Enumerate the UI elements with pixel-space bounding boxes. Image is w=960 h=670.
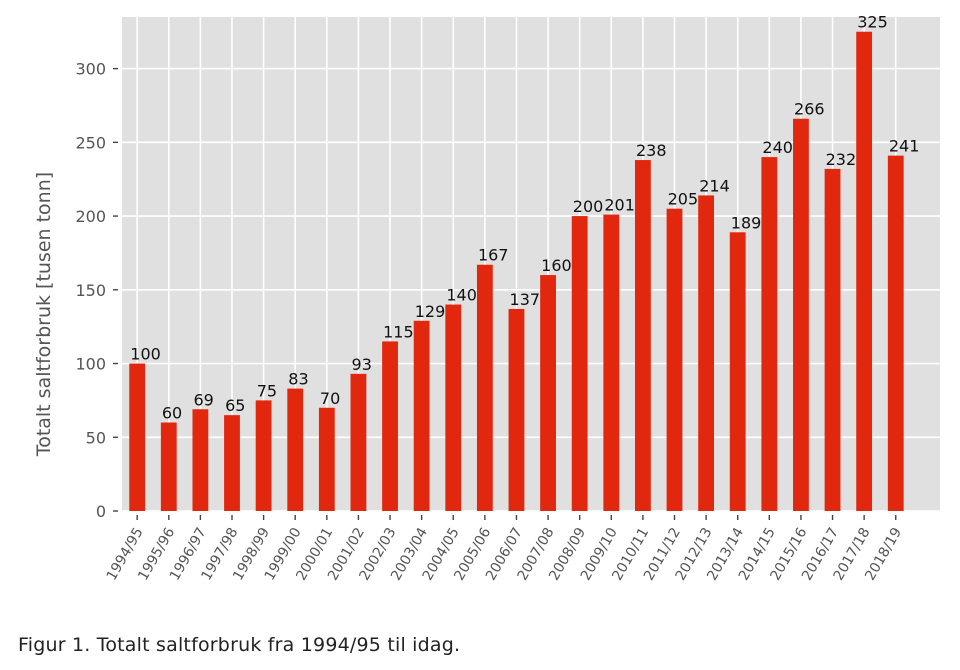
bar: [192, 409, 209, 511]
bar: [887, 155, 904, 511]
bar: [761, 157, 778, 512]
bar: [350, 373, 367, 511]
figure-caption: Figur 1. Totalt saltforbruk fra 1994/95 …: [18, 634, 461, 656]
data-label: 160: [541, 256, 572, 275]
y-tick-label: 200: [75, 207, 106, 226]
y-axis: 0 50 100 150 200 250 300: [75, 60, 118, 521]
data-label: 137: [510, 290, 541, 309]
data-label: 140: [446, 286, 477, 305]
y-tick-label: 0: [96, 502, 106, 521]
bar: [634, 160, 651, 511]
data-label: 201: [604, 196, 635, 215]
y-tick-label: 100: [75, 355, 106, 374]
data-label: 70: [320, 389, 340, 408]
bar: [698, 195, 715, 511]
data-label: 240: [762, 138, 793, 157]
data-label: 200: [573, 197, 604, 216]
bar: [824, 168, 841, 511]
data-label: 205: [668, 190, 699, 209]
bar: [540, 275, 556, 511]
data-label: 167: [478, 246, 509, 265]
bar: [793, 118, 809, 511]
data-label: 93: [352, 355, 372, 374]
data-label: 189: [731, 213, 762, 232]
bar: [445, 304, 462, 511]
data-label: 129: [415, 302, 446, 321]
bar: [129, 363, 146, 511]
data-label: 60: [162, 404, 182, 423]
bar: [318, 407, 335, 511]
y-axis-label: Totalt saltforbruk [tusen tonn]: [33, 172, 55, 457]
bar: [255, 400, 272, 511]
data-label: 100: [130, 345, 161, 364]
data-label: 232: [826, 150, 857, 169]
bar: [413, 320, 430, 511]
bar: [571, 216, 588, 511]
bar: [666, 208, 683, 512]
bar: [160, 422, 177, 511]
x-axis: 1994/951995/961996/971997/981998/991999/…: [104, 515, 905, 583]
data-label: 266: [794, 100, 825, 119]
data-label: 83: [288, 370, 308, 389]
data-label: 214: [699, 176, 730, 195]
y-tick-label: 300: [75, 60, 106, 79]
data-label: 241: [889, 137, 920, 156]
y-tick-label: 250: [75, 133, 106, 152]
data-label: 75: [257, 381, 277, 400]
bar: [856, 31, 873, 511]
bar: [382, 341, 398, 511]
data-label: 115: [383, 322, 414, 341]
bar: [729, 232, 746, 511]
y-tick-label: 50: [86, 428, 106, 447]
bar: [224, 415, 240, 511]
bar: [508, 308, 525, 511]
data-label: 325: [857, 13, 888, 32]
data-label: 65: [225, 396, 245, 415]
bar: [603, 214, 620, 511]
y-tick-label: 150: [75, 281, 106, 300]
bar: [476, 264, 493, 511]
data-label: 238: [636, 141, 667, 160]
bars: [129, 31, 904, 512]
bar: [287, 388, 304, 511]
data-label: 69: [193, 390, 213, 409]
